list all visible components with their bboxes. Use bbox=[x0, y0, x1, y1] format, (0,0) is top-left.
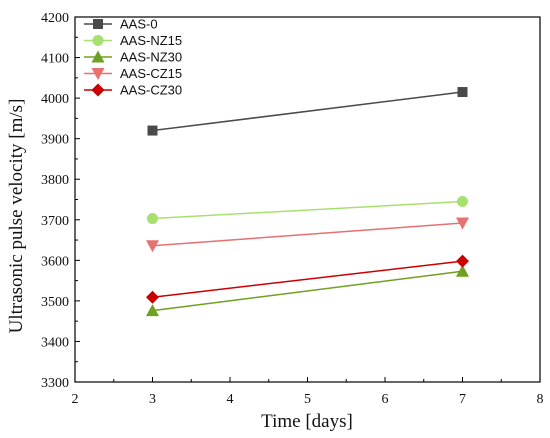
y-tick-label: 4100 bbox=[41, 52, 69, 67]
x-tick-label: 4 bbox=[227, 392, 234, 407]
x-axis: 2 3 4 5 6 7 8 bbox=[72, 377, 544, 407]
legend-marker bbox=[91, 83, 105, 97]
x-axis-title: Time [days] bbox=[261, 411, 353, 432]
series-line bbox=[152, 260, 463, 298]
data-point bbox=[457, 87, 468, 98]
data-point bbox=[146, 290, 159, 304]
y-tick-label: 3300 bbox=[41, 376, 69, 391]
y-tick-label: 3500 bbox=[41, 295, 69, 310]
legend-label: AAS-NZ15 bbox=[120, 33, 182, 48]
series-layer bbox=[146, 87, 469, 317]
data-point bbox=[147, 125, 158, 136]
series-line bbox=[152, 200, 463, 220]
x-tick-label: 5 bbox=[304, 392, 311, 407]
legend-item: AAS-CZ30 bbox=[84, 83, 182, 98]
data-point bbox=[456, 254, 469, 268]
legend-label: AAS-0 bbox=[120, 17, 158, 32]
data-point bbox=[147, 213, 158, 225]
series-line bbox=[152, 270, 463, 312]
x-tick-label: 7 bbox=[459, 392, 466, 407]
x-tick-label: 2 bbox=[72, 392, 79, 407]
series-line bbox=[152, 91, 463, 132]
x-tick-label: 8 bbox=[537, 392, 544, 407]
series-aas-cz30 bbox=[146, 254, 469, 304]
y-tick-label: 3900 bbox=[41, 133, 69, 148]
series-aas-nz30 bbox=[146, 264, 469, 317]
y-tick-label: 3400 bbox=[41, 335, 69, 350]
legend-marker bbox=[91, 50, 105, 63]
legend-label: AAS-NZ30 bbox=[120, 50, 182, 65]
y-tick-label: 3700 bbox=[41, 214, 69, 229]
y-tick-label: 3800 bbox=[41, 173, 69, 188]
x-tick-label: 3 bbox=[149, 392, 156, 407]
legend-item: AAS-0 bbox=[84, 17, 158, 32]
legend-item: AAS-CZ15 bbox=[84, 66, 182, 81]
series-aas-cz15 bbox=[146, 217, 469, 253]
data-point bbox=[457, 196, 468, 208]
data-point bbox=[456, 217, 469, 230]
series-aas-nz15 bbox=[147, 196, 468, 225]
x-tick-label: 6 bbox=[382, 392, 389, 407]
y-tick-label: 4200 bbox=[41, 11, 69, 26]
y-tick-label: 3600 bbox=[41, 254, 69, 269]
data-point bbox=[146, 304, 159, 317]
legend-item: AAS-NZ30 bbox=[84, 50, 182, 65]
series-line bbox=[152, 222, 463, 247]
series-aas-0 bbox=[147, 87, 468, 136]
data-point bbox=[146, 240, 159, 253]
legend-label: AAS-CZ15 bbox=[120, 66, 182, 81]
legend-marker bbox=[93, 19, 103, 29]
y-axis: 3300 3400 3500 3600 3700 3800 3900 4000 4100 4200 bbox=[41, 11, 80, 391]
legend-item: AAS-NZ15 bbox=[84, 33, 182, 48]
legend-label: AAS-CZ30 bbox=[120, 83, 182, 98]
y-axis-title: Ultrasonic pulse velocity [m/s] bbox=[6, 99, 27, 334]
data-point bbox=[456, 264, 469, 277]
legend-marker bbox=[91, 68, 105, 80]
legend-marker bbox=[92, 35, 104, 46]
y-tick-label: 4000 bbox=[41, 92, 69, 107]
